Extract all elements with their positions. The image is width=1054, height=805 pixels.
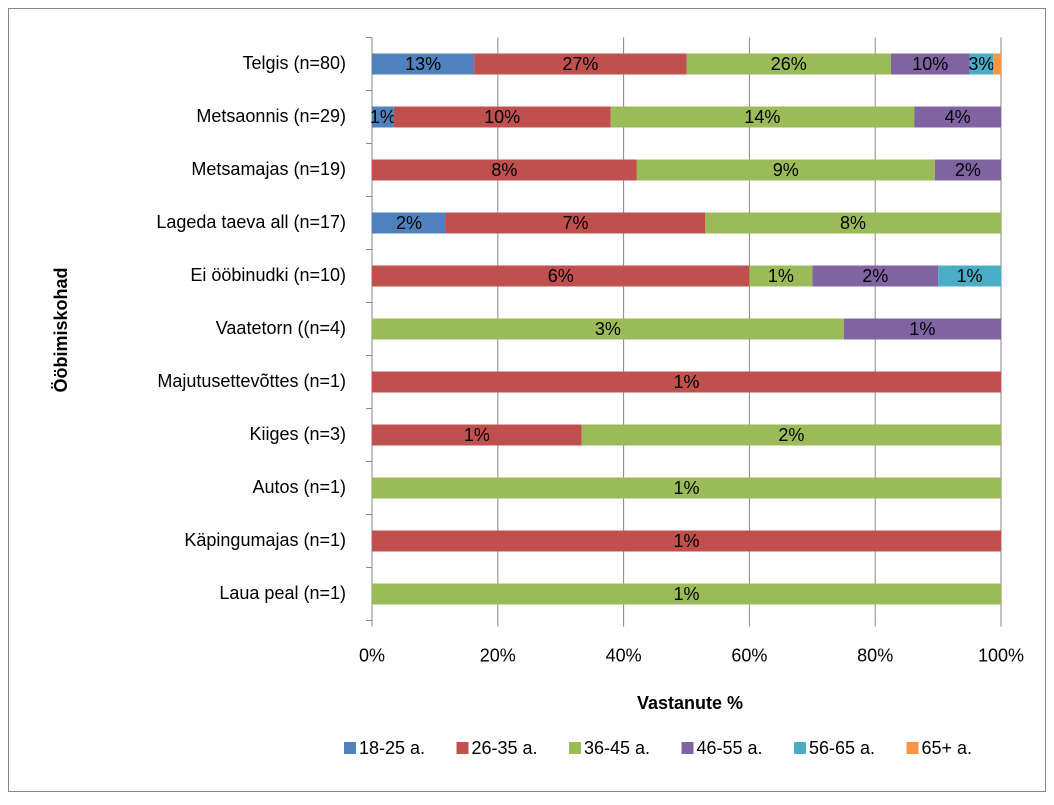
- x-tick-label: 80%: [857, 645, 893, 665]
- bar-segment: [581, 424, 1001, 446]
- x-tick-label: 60%: [731, 645, 767, 665]
- chart-border: [8, 8, 1046, 792]
- bar-segment: [843, 318, 1001, 340]
- bar-segment: [993, 53, 1001, 75]
- legend-label: 46-55 a.: [697, 738, 763, 758]
- bar-segment: [372, 583, 1001, 605]
- data-label: 2%: [778, 425, 804, 445]
- data-label: 1%: [957, 266, 983, 286]
- bar-segment: [686, 53, 891, 75]
- y-tick-label: Metsamajas (n=19): [191, 159, 346, 179]
- x-tick-label: 100%: [978, 645, 1024, 665]
- data-label: 4%: [945, 107, 971, 127]
- bar-segment: [372, 265, 750, 287]
- bar-segment: [393, 106, 611, 128]
- data-label: 2%: [862, 266, 888, 286]
- bar-segment: [938, 265, 1001, 287]
- y-tick-label: Kiiges (n=3): [249, 424, 346, 444]
- data-label: 3%: [595, 319, 621, 339]
- data-label: 1%: [768, 266, 794, 286]
- bar-segment: [474, 53, 687, 75]
- bar-segment: [372, 212, 446, 234]
- y-tick-label: Majutusettevõttes (n=1): [157, 371, 346, 391]
- legend-swatch: [569, 742, 581, 754]
- x-tick-label: 40%: [606, 645, 642, 665]
- data-label: 14%: [744, 107, 780, 127]
- data-label: 1%: [673, 478, 699, 498]
- legend-label: 36-45 a.: [584, 738, 650, 758]
- bar-segment: [914, 106, 1001, 128]
- bar-segment: [372, 477, 1001, 499]
- bar-segment: [372, 530, 1001, 552]
- bar-segment: [812, 265, 939, 287]
- bar-segment: [749, 265, 813, 287]
- legend-swatch: [681, 742, 694, 754]
- bar-segment: [372, 318, 844, 340]
- bar-segment: [446, 212, 705, 234]
- data-label: 1%: [673, 531, 699, 551]
- data-label: 6%: [548, 266, 574, 286]
- data-label: 27%: [562, 54, 598, 74]
- y-tick-label: Autos (n=1): [252, 477, 346, 497]
- y-tick-label: Telgis (n=80): [242, 53, 346, 73]
- bar-segment: [372, 106, 394, 128]
- y-tick-label: Ei ööbinudki (n=10): [190, 265, 346, 285]
- data-label: 7%: [562, 213, 588, 233]
- data-label: 9%: [773, 160, 799, 180]
- legend-label: 18-25 a.: [359, 738, 425, 758]
- legend-label: 65+ a.: [922, 738, 973, 758]
- y-tick-label: Laua peal (n=1): [219, 583, 346, 603]
- legend-label: 26-35 a.: [472, 738, 538, 758]
- data-label: 26%: [771, 54, 807, 74]
- x-tick-label: 0%: [359, 645, 385, 665]
- y-tick-label: Lageda taeva all (n=17): [156, 212, 346, 232]
- bar-segment: [890, 53, 970, 75]
- data-label: 8%: [840, 213, 866, 233]
- legend-swatch: [344, 742, 356, 754]
- data-label: 10%: [484, 107, 520, 127]
- data-label: 1%: [673, 372, 699, 392]
- bar-segment: [372, 159, 637, 181]
- bar-segment: [372, 371, 1001, 393]
- bar-segment: [372, 53, 475, 75]
- bar-segment: [705, 212, 1001, 234]
- data-label: 1%: [370, 107, 396, 127]
- data-label: 2%: [396, 213, 422, 233]
- bar-segment: [636, 159, 935, 181]
- data-label: 1%: [464, 425, 490, 445]
- data-label: 2%: [955, 160, 981, 180]
- legend-swatch: [456, 742, 469, 754]
- y-axis-label: Ööbimiskohad: [51, 267, 71, 392]
- bar-segment: [372, 424, 582, 446]
- data-label: 10%: [912, 54, 948, 74]
- data-label: 1%: [673, 584, 699, 604]
- legend-swatch: [794, 742, 806, 754]
- bar-segment: [610, 106, 915, 128]
- legend-swatch: [906, 742, 919, 754]
- x-axis-label: Vastanute %: [637, 693, 743, 713]
- legend-label: 56-65 a.: [809, 738, 875, 758]
- data-label: 1%: [909, 319, 935, 339]
- x-tick-label: 20%: [480, 645, 516, 665]
- data-label: 8%: [491, 160, 517, 180]
- bar-segment: [969, 53, 994, 75]
- data-label: 13%: [405, 54, 441, 74]
- data-label: 3%: [968, 54, 994, 74]
- y-tick-label: Vaatetorn ((n=4): [216, 318, 346, 338]
- y-tick-label: Käpingumajas (n=1): [184, 530, 346, 550]
- bar-segment: [934, 159, 1001, 181]
- y-tick-label: Metsaonnis (n=29): [196, 106, 346, 126]
